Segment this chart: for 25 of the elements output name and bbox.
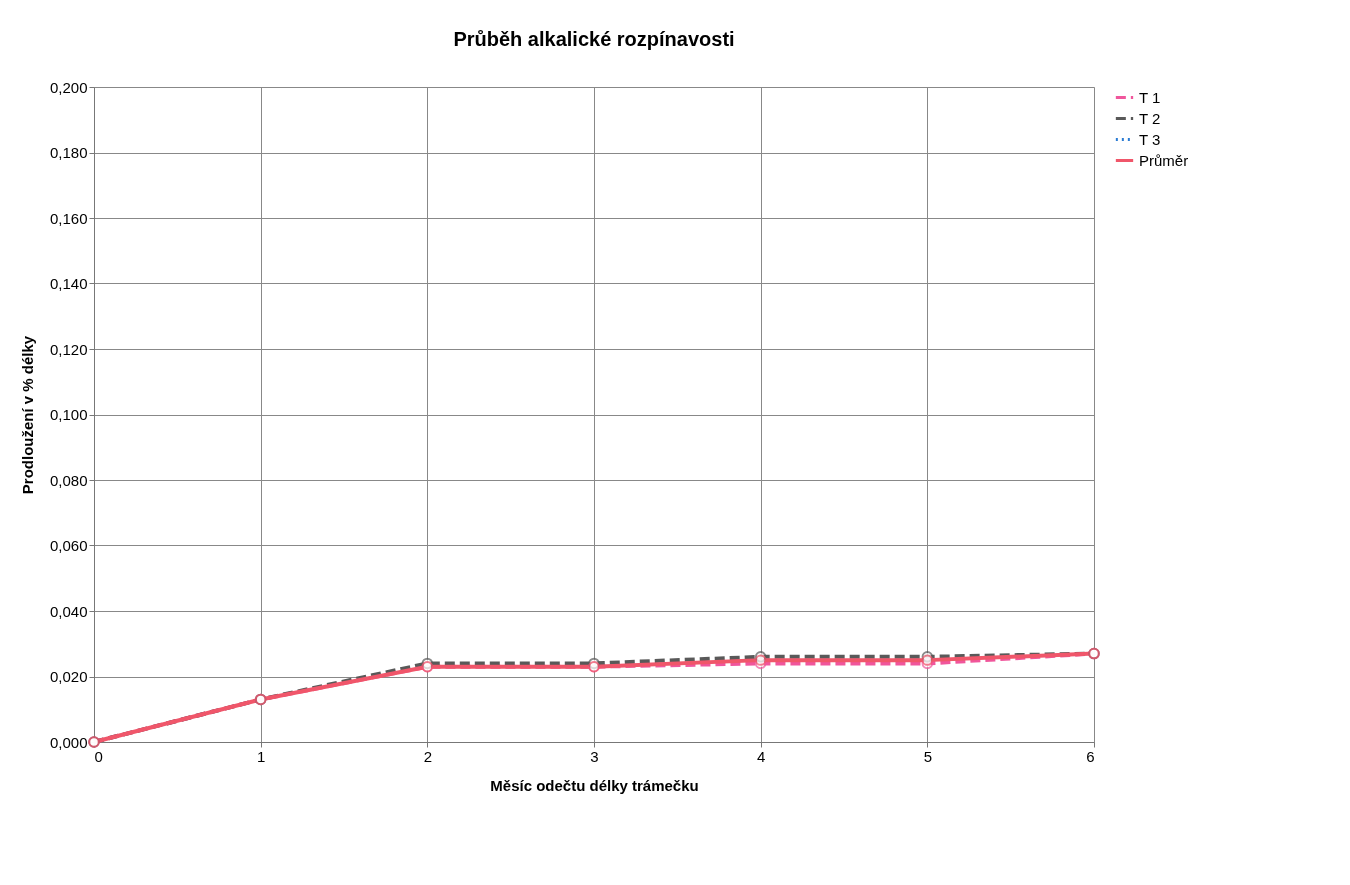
y-tick-label: 0,080	[49, 471, 88, 489]
y-tick-label: 0,120	[49, 340, 88, 358]
y-tick-label: 0,140	[49, 275, 88, 292]
chart-title: Průběh alkalické rozpínavosti	[453, 28, 735, 50]
y-axis-title: Prodloužení v % délky	[18, 335, 36, 495]
legend-label: Průměr	[1139, 151, 1189, 169]
x-tick-label: 2	[423, 747, 433, 765]
x-tick-label: 6	[1086, 747, 1095, 765]
y-tick-label: 0,160	[49, 209, 88, 227]
x-tick-label: 5	[923, 747, 933, 765]
legend-label: T 3	[1139, 130, 1161, 148]
x-tick-label: 1	[256, 747, 266, 765]
y-tick-label: 0,060	[49, 537, 88, 554]
y-tick-label: 0,040	[49, 602, 88, 620]
y-tick-label: 0,000	[49, 733, 88, 751]
legend-label: T 2	[1139, 109, 1161, 127]
y-tick-label: 0,200	[49, 78, 88, 96]
x-tick-label: 3	[590, 747, 599, 765]
y-tick-label: 0,020	[49, 668, 88, 685]
y-tick-label: 0,180	[49, 144, 88, 161]
x-axis-title: Měsíc odečtu délky trámečku	[490, 776, 699, 794]
x-tick-label: 0	[94, 747, 103, 765]
x-tick-label: 4	[756, 747, 766, 765]
y-tick-label: 0,100	[49, 406, 88, 423]
legend-label: T 1	[1139, 88, 1161, 106]
